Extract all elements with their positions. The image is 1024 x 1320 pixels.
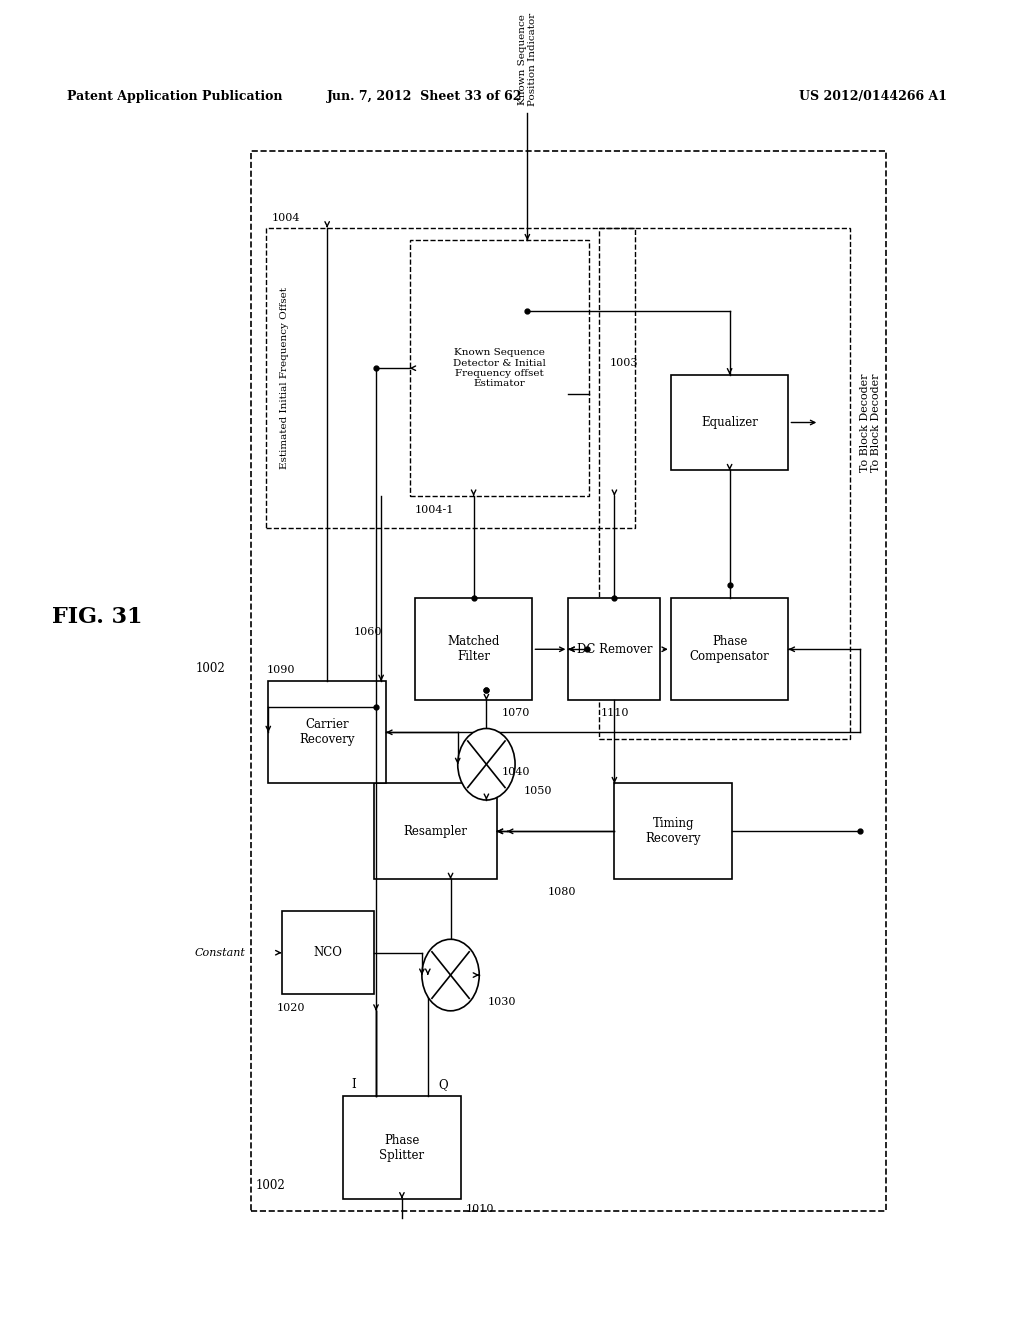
Text: Carrier
Recovery: Carrier Recovery (299, 718, 355, 746)
FancyBboxPatch shape (415, 598, 532, 701)
Text: FIG. 31: FIG. 31 (52, 606, 142, 628)
Text: 1020: 1020 (276, 1003, 305, 1014)
Text: 1110: 1110 (601, 709, 630, 718)
Text: 1030: 1030 (487, 997, 516, 1007)
FancyBboxPatch shape (568, 598, 660, 701)
Text: Estimated Initial Frequency Offset: Estimated Initial Frequency Offset (281, 286, 289, 469)
Text: Q: Q (438, 1078, 447, 1092)
Text: US 2012/0144266 A1: US 2012/0144266 A1 (799, 90, 947, 103)
Text: Equalizer: Equalizer (701, 416, 758, 429)
Text: Known Sequence
Position Indicator: Known Sequence Position Indicator (518, 13, 537, 107)
Text: 1004-1: 1004-1 (415, 506, 454, 515)
FancyBboxPatch shape (268, 681, 386, 784)
Text: Matched
Filter: Matched Filter (447, 635, 500, 663)
Text: Phase
Compensator: Phase Compensator (690, 635, 769, 663)
Text: To Block Decoder: To Block Decoder (860, 374, 870, 471)
Text: 1040: 1040 (502, 767, 530, 777)
Text: Constant: Constant (195, 948, 246, 958)
Text: Known Sequence
Detector & Initial
Frequency offset
Estimator: Known Sequence Detector & Initial Freque… (453, 348, 546, 388)
Text: 1010: 1010 (466, 1204, 495, 1214)
FancyBboxPatch shape (374, 784, 497, 879)
Text: Resampler: Resampler (403, 825, 467, 838)
FancyBboxPatch shape (671, 375, 788, 470)
Text: 1003: 1003 (609, 358, 638, 368)
Text: 1004: 1004 (271, 213, 300, 223)
Circle shape (422, 940, 479, 1011)
FancyBboxPatch shape (671, 598, 788, 701)
Text: Patent Application Publication: Patent Application Publication (67, 90, 282, 103)
Text: 1050: 1050 (523, 787, 552, 796)
Text: To Block Decoder: To Block Decoder (870, 374, 881, 471)
Circle shape (458, 729, 515, 800)
Text: Timing
Recovery: Timing Recovery (645, 817, 701, 845)
Text: Phase
Splitter: Phase Splitter (379, 1134, 425, 1162)
Text: 1060: 1060 (353, 627, 382, 636)
Text: 1002: 1002 (256, 1179, 286, 1192)
Text: NCO: NCO (313, 946, 342, 960)
FancyBboxPatch shape (343, 1097, 461, 1199)
Text: 1090: 1090 (266, 665, 295, 675)
Text: 1080: 1080 (548, 887, 577, 898)
FancyBboxPatch shape (282, 911, 374, 994)
FancyBboxPatch shape (614, 784, 732, 879)
Text: DC Remover: DC Remover (577, 643, 652, 656)
Text: Jun. 7, 2012  Sheet 33 of 62: Jun. 7, 2012 Sheet 33 of 62 (328, 90, 522, 103)
Text: 1002: 1002 (196, 661, 225, 675)
Text: I: I (351, 1078, 356, 1092)
Text: 1070: 1070 (502, 709, 530, 718)
